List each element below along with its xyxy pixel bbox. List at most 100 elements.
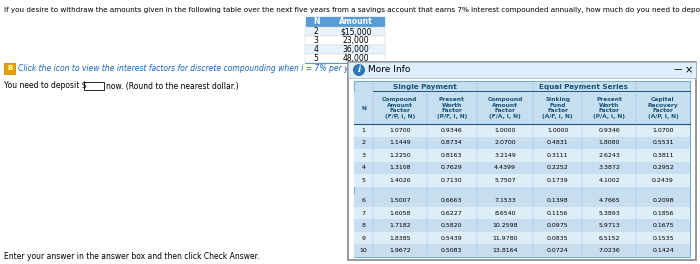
Text: 1.0000: 1.0000: [547, 128, 568, 133]
FancyBboxPatch shape: [354, 92, 690, 124]
Text: Sinking
Fund
Factor
(A/F, i, N): Sinking Fund Factor (A/F, i, N): [542, 97, 573, 119]
Text: 0.1739: 0.1739: [547, 178, 568, 183]
Text: 5.7507: 5.7507: [494, 178, 516, 183]
Text: 4.7665: 4.7665: [598, 198, 620, 203]
Text: 10.2598: 10.2598: [492, 223, 518, 228]
Text: 3.3872: 3.3872: [598, 166, 620, 171]
Text: Compound
Amount
Factor
(F/P, i, N): Compound Amount Factor (F/P, i, N): [382, 97, 418, 119]
Text: Capital
Recovery
Factor
(A/P, i, N): Capital Recovery Factor (A/P, i, N): [648, 97, 678, 119]
Text: 0.5439: 0.5439: [441, 236, 463, 241]
Text: 0.2952: 0.2952: [652, 166, 674, 171]
Text: 1.0000: 1.0000: [494, 128, 516, 133]
Text: 1.4026: 1.4026: [389, 178, 411, 183]
Text: 0.1675: 0.1675: [652, 223, 674, 228]
Text: 36,000: 36,000: [342, 45, 370, 54]
FancyBboxPatch shape: [354, 232, 690, 244]
FancyBboxPatch shape: [84, 82, 104, 90]
FancyBboxPatch shape: [354, 124, 690, 136]
Text: i: i: [358, 65, 360, 74]
FancyBboxPatch shape: [354, 162, 690, 174]
Text: —: —: [674, 65, 682, 74]
Text: 1.5007: 1.5007: [389, 198, 411, 203]
FancyBboxPatch shape: [305, 16, 385, 27]
FancyBboxPatch shape: [4, 63, 15, 74]
Text: 11.9780: 11.9780: [492, 236, 518, 241]
Text: 1.0700: 1.0700: [652, 128, 674, 133]
FancyBboxPatch shape: [348, 62, 696, 78]
Text: 2.6243: 2.6243: [598, 153, 620, 158]
Text: Single Payment: Single Payment: [393, 84, 456, 90]
Text: 5.3893: 5.3893: [598, 211, 620, 216]
FancyBboxPatch shape: [354, 149, 690, 162]
Text: 0.8163: 0.8163: [441, 153, 463, 158]
Text: 8: 8: [361, 223, 365, 228]
Text: 2: 2: [361, 140, 365, 145]
Text: 4: 4: [314, 45, 318, 54]
Text: 5: 5: [361, 178, 365, 183]
Text: 0.6227: 0.6227: [441, 211, 463, 216]
Text: 13.8164: 13.8164: [492, 248, 518, 253]
Text: Enter your answer in the answer box and then click Check Answer.: Enter your answer in the answer box and …: [4, 252, 260, 261]
FancyBboxPatch shape: [305, 27, 385, 36]
Text: 1.1449: 1.1449: [389, 140, 411, 145]
Text: N: N: [361, 106, 366, 111]
Text: 0.0724: 0.0724: [547, 248, 568, 253]
Text: 0.9346: 0.9346: [441, 128, 463, 133]
FancyBboxPatch shape: [354, 81, 690, 257]
FancyBboxPatch shape: [348, 62, 696, 260]
Text: 2.0700: 2.0700: [494, 140, 516, 145]
Text: 0.1156: 0.1156: [547, 211, 568, 216]
Text: 0.6663: 0.6663: [441, 198, 463, 203]
Text: 1.6058: 1.6058: [389, 211, 411, 216]
Text: 0.5531: 0.5531: [652, 140, 674, 145]
Text: 0.1535: 0.1535: [652, 236, 674, 241]
FancyBboxPatch shape: [354, 219, 690, 232]
Text: Present
Worth
Factor
(P/A, i, N): Present Worth Factor (P/A, i, N): [593, 97, 625, 119]
Text: 3: 3: [361, 153, 365, 158]
Text: 23,000: 23,000: [343, 36, 370, 45]
Text: 2: 2: [314, 27, 318, 36]
Text: Present
Worth
Factor
(P/F, i, N): Present Worth Factor (P/F, i, N): [437, 97, 467, 119]
Text: 1: 1: [361, 128, 365, 133]
Text: 3: 3: [314, 36, 318, 45]
Text: 1.9672: 1.9672: [389, 248, 411, 253]
Text: 8.6540: 8.6540: [494, 211, 516, 216]
Text: Equal Payment Series: Equal Payment Series: [539, 84, 628, 90]
Text: 0.5083: 0.5083: [441, 248, 463, 253]
Text: 4: 4: [361, 166, 365, 171]
Text: 6.5152: 6.5152: [598, 236, 620, 241]
Text: Amount: Amount: [339, 17, 373, 26]
FancyBboxPatch shape: [305, 54, 385, 63]
Text: 5: 5: [314, 54, 318, 63]
Text: More Info: More Info: [368, 65, 410, 74]
Text: 0.1398: 0.1398: [547, 198, 568, 203]
Text: 4.4399: 4.4399: [494, 166, 516, 171]
Text: 7.1533: 7.1533: [494, 198, 516, 203]
FancyBboxPatch shape: [354, 194, 690, 207]
Text: 0.7130: 0.7130: [441, 178, 463, 183]
Text: 1.3108: 1.3108: [389, 166, 411, 171]
FancyBboxPatch shape: [354, 207, 690, 219]
Text: 0.8734: 0.8734: [441, 140, 463, 145]
Text: 0.3811: 0.3811: [652, 153, 674, 158]
Text: You need to deposit $: You need to deposit $: [4, 82, 87, 91]
Text: 1.2250: 1.2250: [389, 153, 411, 158]
Text: 48,000: 48,000: [343, 54, 370, 63]
Text: 0.0835: 0.0835: [547, 236, 568, 241]
Text: 0.1856: 0.1856: [652, 211, 673, 216]
Text: ×: ×: [685, 65, 693, 75]
Text: $15,000: $15,000: [340, 27, 372, 36]
Text: 1.0700: 1.0700: [389, 128, 411, 133]
Text: 1.8080: 1.8080: [598, 140, 620, 145]
Circle shape: [354, 64, 365, 76]
Text: 3.2149: 3.2149: [494, 153, 516, 158]
Text: 0.0975: 0.0975: [547, 223, 568, 228]
Text: 0.7629: 0.7629: [441, 166, 463, 171]
Text: Click the icon to view the interest factors for discrete compounding when i = 7%: Click the icon to view the interest fact…: [18, 64, 363, 73]
Text: 0.2439: 0.2439: [652, 178, 674, 183]
Text: 6: 6: [361, 198, 365, 203]
FancyBboxPatch shape: [354, 174, 690, 187]
Text: 0.4831: 0.4831: [547, 140, 568, 145]
Text: 7.0236: 7.0236: [598, 248, 620, 253]
Text: Compound
Amount
Factor
(F/A, i, N): Compound Amount Factor (F/A, i, N): [487, 97, 523, 119]
